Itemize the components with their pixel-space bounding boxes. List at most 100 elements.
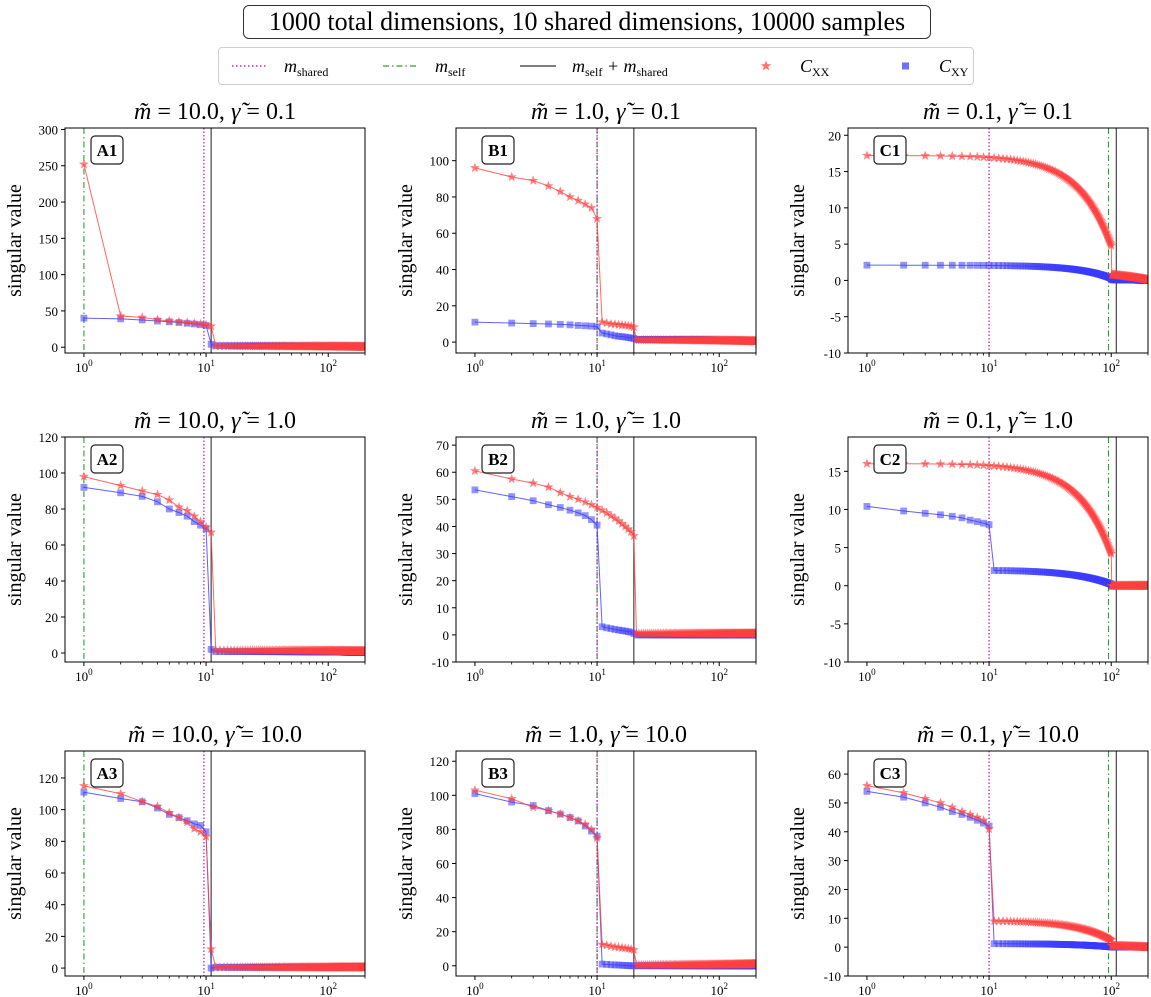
data-point [195, 318, 206, 329]
y-tick-label: 80 [45, 834, 58, 849]
data-point [607, 961, 615, 969]
x-tick-label: 102 [1102, 981, 1120, 997]
y-tick-label: 80 [436, 822, 449, 837]
panel-label-box [873, 758, 907, 788]
data-point [1143, 580, 1148, 590]
data-point [935, 797, 946, 808]
data-point [593, 521, 601, 529]
data-point [620, 521, 631, 531]
data-point [529, 497, 537, 505]
plot-area [861, 437, 1148, 662]
series-cxx [861, 780, 1148, 952]
data-point [920, 793, 931, 803]
data-point [628, 530, 639, 541]
y-axis-label: singular value [395, 807, 417, 920]
y-tick-label: 0 [52, 646, 59, 661]
data-point [863, 503, 871, 510]
series-line [474, 789, 756, 966]
data-point [989, 152, 1000, 163]
panel-label: C3 [880, 764, 901, 783]
y-tick-label: 15 [828, 165, 841, 180]
data-point [210, 645, 221, 655]
y-tick-label: 200 [39, 195, 59, 210]
y-tick-label: 40 [828, 825, 841, 840]
data-point [210, 340, 221, 351]
data-point [506, 473, 517, 484]
data-point [215, 962, 225, 972]
y-tick-label: 0 [52, 961, 59, 976]
y-tick-label: 250 [39, 159, 59, 174]
data-point [999, 567, 1007, 574]
data-point [556, 504, 564, 511]
y-tick-label: 80 [45, 502, 58, 517]
data-point [182, 505, 193, 516]
y-axis-label: singular value [395, 493, 417, 606]
y-tick-label: -10 [824, 346, 841, 361]
series-line [83, 476, 365, 652]
data-point [598, 329, 606, 337]
legend-label: mself [435, 56, 465, 79]
data-point [1007, 940, 1014, 948]
data-point [581, 512, 589, 520]
y-tick-label: 60 [828, 767, 841, 782]
data-point [601, 507, 612, 518]
series-cxx [78, 159, 365, 352]
data-point [581, 322, 589, 330]
y-tick-label: 15 [828, 464, 841, 479]
plot-area [469, 437, 756, 662]
series-line [474, 489, 756, 636]
data-point [174, 316, 184, 326]
data-point [152, 314, 163, 324]
data-point [573, 494, 584, 504]
panel-B3: m̃ = 1.0, γ̃ = 10.0 singular value 0 20 40 60… [395, 722, 757, 997]
data-point [989, 460, 1000, 471]
data-point [573, 195, 584, 205]
series-line [83, 785, 365, 968]
data-point [360, 646, 365, 656]
panel-label-box [481, 758, 515, 788]
data-point [588, 322, 595, 330]
data-point [137, 796, 148, 806]
data-point [993, 916, 1004, 926]
data-point [182, 317, 193, 327]
panel-B1: m̃ = 1.0, γ̃ = 0.1 singular value 0 20 40 60 8… [395, 99, 757, 375]
y-tick-label: 0 [835, 579, 842, 594]
data-point [990, 567, 998, 574]
data-point [218, 962, 229, 972]
series-line [474, 793, 756, 967]
legend-entries: mshared mself mself + mshared CXX CXY [232, 56, 969, 79]
data-point [861, 150, 872, 160]
plot-area [861, 128, 1148, 353]
data-point [182, 817, 193, 827]
series-line [474, 167, 756, 342]
y-tick-label: 80 [436, 190, 449, 205]
axes-frame [455, 750, 757, 977]
data-point [197, 822, 204, 829]
data-point [115, 310, 126, 321]
series-cxx [78, 471, 365, 656]
data-point [586, 499, 597, 509]
data-point [598, 960, 606, 968]
panel-title: m̃ = 10.0, γ̃ = 10.0 [128, 722, 302, 748]
x-tick-label: 101 [197, 981, 215, 997]
data-point [863, 261, 871, 269]
data-point [566, 321, 574, 329]
data-point [978, 815, 989, 825]
data-point [471, 486, 479, 494]
y-tick-label: 50 [828, 796, 841, 811]
panel-label: A3 [97, 764, 118, 783]
x-tick-label: 102 [1102, 667, 1120, 684]
data-point [966, 813, 974, 821]
axes-frame [64, 127, 366, 354]
data-point [137, 485, 148, 496]
legend-item-1: mself [383, 56, 465, 79]
x-tick-label: 102 [710, 667, 728, 684]
y-tick-label: 30 [828, 854, 841, 869]
data-point [995, 940, 1003, 948]
figure-title: 1000 total dimensions, 10 shared dimensi… [243, 5, 931, 39]
data-point [206, 320, 217, 331]
series-line [866, 155, 1148, 281]
y-axis-label: singular value [4, 807, 26, 920]
plot-area [861, 751, 1148, 976]
